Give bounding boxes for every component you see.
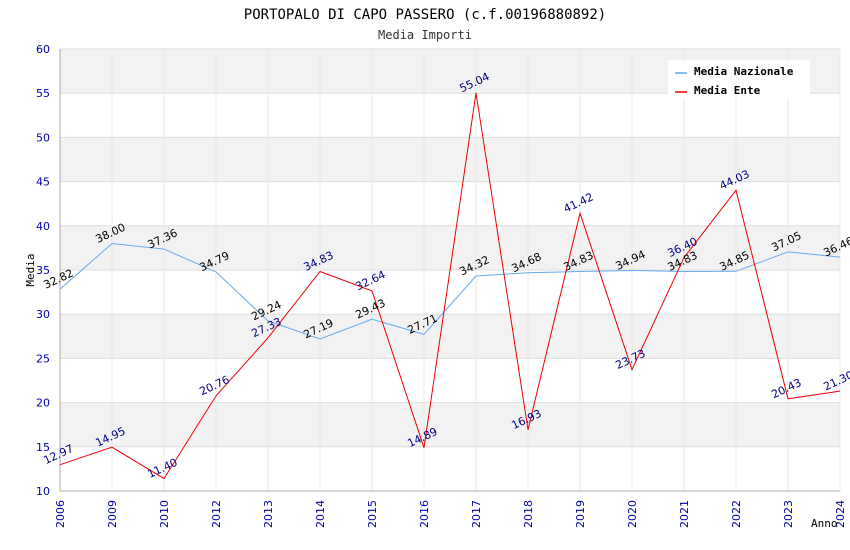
x-tick-label: 2022: [730, 500, 743, 528]
series-line-media-nazionale: [59, 242, 841, 340]
series-lines: [59, 92, 841, 480]
y-tick-labels: 10 15 20 25 30 35 40 45 50 55 60: [36, 43, 50, 498]
x-tick-label: 2023: [782, 500, 795, 528]
y-tick-label: 50: [36, 131, 50, 144]
x-tick-label: 2020: [626, 500, 639, 528]
background-band: [60, 93, 840, 138]
legend-box: [668, 60, 810, 98]
y-tick-label: 45: [36, 176, 50, 189]
x-tick-labels: 2006 2009 2010 2012 2013 2014 2015 2016 2017 2018…: [54, 500, 847, 528]
background-band: [60, 270, 840, 315]
y-tick-label: 10: [36, 485, 50, 498]
y-tick-label: 25: [36, 352, 50, 365]
y-tick-label: 40: [36, 220, 50, 233]
x-tick-label: 2015: [366, 500, 379, 528]
chart-subtitle: Media Importi: [378, 28, 472, 42]
background-band: [60, 181, 840, 226]
y-tick-label: 20: [36, 397, 50, 410]
legend: Media Nazionale Media Ente: [668, 60, 810, 98]
y-tick-label: 15: [36, 441, 50, 454]
x-axis-label: Anno: [811, 517, 838, 530]
y-tick-label: 30: [36, 308, 50, 321]
x-tick-label: 2016: [418, 500, 431, 528]
x-tick-label: 2024: [834, 500, 847, 528]
y-tick-label: 35: [36, 264, 50, 277]
x-tick-label: 2019: [574, 500, 587, 528]
chart-title: PORTOPALO DI CAPO PASSERO (c.f.001968808…: [244, 7, 606, 23]
y-tick-label: 55: [36, 87, 50, 100]
x-tick-label: 2013: [262, 500, 275, 528]
x-tick-label: 2014: [314, 500, 327, 528]
legend-label-media-ente: Media Ente: [694, 84, 761, 97]
background-band: [60, 402, 840, 447]
x-tick-label: 2012: [210, 500, 223, 528]
x-tick-label: 2018: [522, 500, 535, 528]
series-line-media-ente: [59, 92, 841, 480]
legend-label-media-nazionale: Media Nazionale: [694, 65, 794, 78]
background-bands: [60, 49, 840, 491]
x-tick-label: 2006: [54, 500, 67, 528]
x-tick-label: 2017: [470, 500, 483, 528]
background-band: [60, 225, 840, 270]
background-band: [60, 137, 840, 182]
x-tick-label: 2021: [678, 500, 691, 528]
background-band: [60, 358, 840, 403]
x-tick-label: 2010: [158, 500, 171, 528]
x-tick-label: 2009: [106, 500, 119, 528]
background-band: [60, 314, 840, 359]
y-axis-label: Media: [24, 253, 37, 286]
background-band: [60, 446, 840, 491]
y-tick-label: 60: [36, 43, 50, 56]
